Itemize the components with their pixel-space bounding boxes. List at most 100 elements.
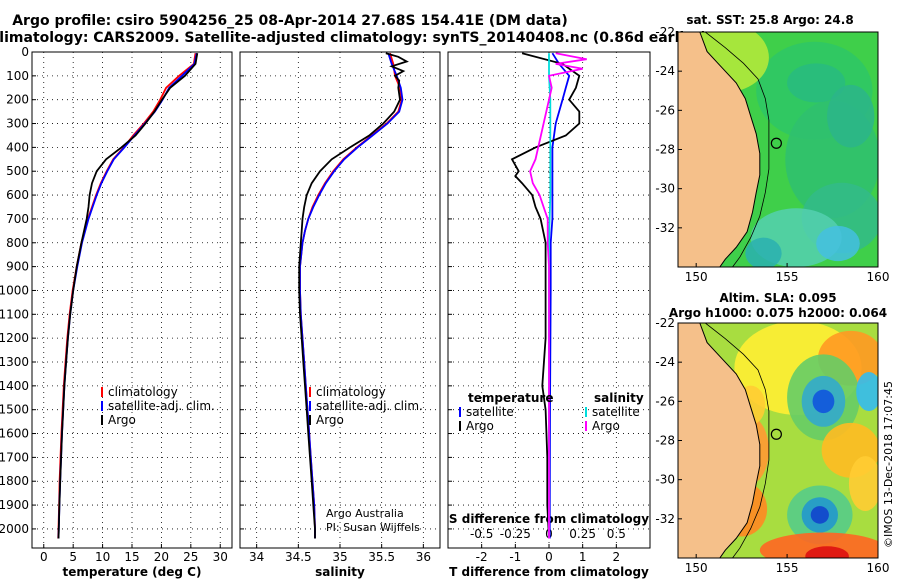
sla-patch <box>856 371 878 412</box>
map-body <box>678 32 878 267</box>
imos-credit: ©IMOS 13-Dec-2018 17:07:45 <box>882 381 895 548</box>
x-tick-label: 5 <box>69 550 77 564</box>
plot-frame <box>31 51 233 549</box>
map-y-tick-label: -22 <box>655 25 675 39</box>
legend-label: satellite <box>466 405 514 419</box>
argo-line <box>298 52 409 539</box>
y-tick-label: 1400 <box>0 379 29 393</box>
legend-label: satellite <box>592 405 640 419</box>
y-tick-label: 600 <box>6 188 29 202</box>
s-tick-label: -0.5 <box>470 527 493 541</box>
map-x-tick-label: 150 <box>685 270 708 284</box>
sst-map-panel: 150 155 160 -22 -24 -26 -28 -30 -32 <box>655 25 890 284</box>
x-tick-label: 15 <box>124 550 139 564</box>
y-tick-label: 1800 <box>0 474 29 488</box>
sst-map-title: sat. SST: 25.8 Argo: 24.8 <box>686 13 853 27</box>
y-tick-label: 1300 <box>0 355 29 369</box>
temperature-panel: 0 5 10 15 20 25 300100200300400500600700800900… <box>0 45 233 579</box>
x-tick-label: 1 <box>579 550 587 564</box>
y-tick-label: 900 <box>6 260 29 274</box>
y-tick-label: 1700 <box>0 450 29 464</box>
argo-line <box>57 53 199 539</box>
legend-label: Argo <box>108 413 136 427</box>
map-y-tick-label: -24 <box>655 64 675 78</box>
annotation-line: Argo Australia <box>326 507 404 520</box>
sla-map-panel: 150 155 160 -22 -24 -26 -28 -30 -32 <box>655 316 889 575</box>
y-tick-label: 700 <box>6 212 29 226</box>
sla-patch <box>810 506 829 524</box>
title-line-1: Argo profile: csiro 5904256_25 08-Apr-20… <box>12 13 568 29</box>
salinity-panel: 34 34.5 35 35.5 36 salinity climatologysatelli… <box>239 51 441 579</box>
legend-label: Argo <box>592 419 620 433</box>
x-tick-label: 0 <box>40 550 48 564</box>
legend-label: satellite-adj. clim. <box>316 399 423 413</box>
t-argo-line <box>510 52 581 539</box>
sla-patch <box>812 389 835 414</box>
map-y-tick-label: -30 <box>655 473 675 487</box>
map-y-tick-label: -24 <box>655 355 675 369</box>
map-y-tick-label: -28 <box>655 143 675 157</box>
annotation-line: PI: Susan Wijffels <box>326 521 420 534</box>
bathymetry-contour <box>705 323 770 558</box>
map-x-tick-label: 160 <box>867 561 890 575</box>
y-tick-label: 300 <box>6 117 29 131</box>
y-tick-label: 1000 <box>0 283 29 297</box>
y-tick-label: 1100 <box>0 307 29 321</box>
y-tick-label: 400 <box>6 140 29 154</box>
x-axis-label: T difference from climatology <box>449 565 649 579</box>
sla-map-title-1: Altim. SLA: 0.095 <box>719 291 836 305</box>
t-satellite-line <box>548 52 571 539</box>
y-tick-label: 1500 <box>0 403 29 417</box>
australia-land <box>678 32 761 267</box>
australia-land <box>678 323 761 558</box>
s-tick-label: 0.25 <box>569 527 596 541</box>
map-y-tick-label: -22 <box>655 316 675 330</box>
map-x-tick-label: 155 <box>776 270 799 284</box>
legend-title: temperature <box>468 391 553 405</box>
x-tick-label: 34.5 <box>285 550 312 564</box>
y-tick-label: 500 <box>6 164 29 178</box>
sla-patch <box>805 546 849 558</box>
x-axis-label: salinity <box>315 565 365 579</box>
title-line-2: Climatology: CARS2009. Satellite-adjuste… <box>0 30 707 46</box>
argo-float-marker <box>770 428 782 440</box>
plot-frame <box>239 51 441 549</box>
x-tick-label: 34 <box>249 550 264 564</box>
map-y-tick-label: -32 <box>655 512 675 526</box>
map-y-tick-label: -30 <box>655 182 675 196</box>
y-tick-label: 200 <box>6 93 29 107</box>
x-tick-label: 20 <box>154 550 169 564</box>
y-tick-label: 800 <box>6 236 29 250</box>
x-tick-label: 10 <box>95 550 110 564</box>
sst-patch <box>816 225 860 262</box>
difference-panel: -2 -1 0 1 2T difference from climatology -0.5… <box>447 51 651 579</box>
y-tick-label: 2000 <box>0 522 29 536</box>
y-tick-label: 1900 <box>0 498 29 512</box>
y-tick-label: 0 <box>21 45 29 59</box>
legend-label: Argo <box>466 419 494 433</box>
sla-map-title-2: Argo h1000: 0.075 h2000: 0.064 <box>669 306 887 320</box>
y-tick-label: 1200 <box>0 331 29 345</box>
legend-label: Argo <box>316 413 344 427</box>
legend-label: climatology <box>108 385 178 399</box>
map-y-tick-label: -26 <box>655 103 675 117</box>
sla-patch <box>759 532 878 558</box>
map-x-tick-label: 160 <box>867 270 890 284</box>
y-tick-label: 1600 <box>0 427 29 441</box>
x-tick-label: 25 <box>183 550 198 564</box>
s-tick-label: 0.5 <box>607 527 626 541</box>
x-tick-label: -2 <box>476 550 488 564</box>
sla-patch <box>848 456 878 511</box>
x-tick-label: 36 <box>416 550 431 564</box>
map-y-tick-label: -26 <box>655 394 675 408</box>
x-tick-label: 35 <box>332 550 347 564</box>
s-tick-label: -0.25 <box>500 527 531 541</box>
legend-title: salinity <box>594 391 644 405</box>
x-axis-label: temperature (deg C) <box>63 565 202 579</box>
sst-patch <box>745 237 782 267</box>
bathymetry-contour <box>705 32 770 267</box>
map-y-tick-label: -28 <box>655 434 675 448</box>
s-argo-line <box>529 52 587 539</box>
sst-patch <box>787 63 846 103</box>
